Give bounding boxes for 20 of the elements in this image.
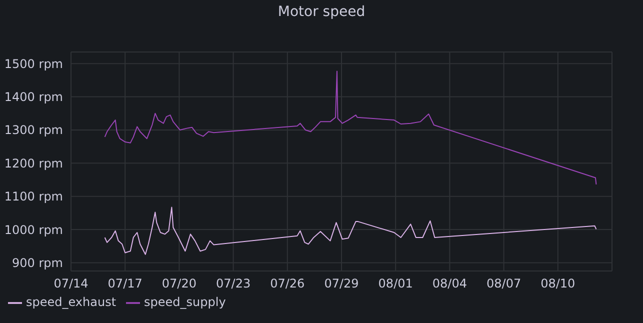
chart-title: Motor speed bbox=[276, 3, 366, 22]
y-tick-label: 1400 rpm bbox=[4, 90, 63, 104]
x-tick-label: 07/23 bbox=[216, 276, 251, 291]
x-tick-label: 08/01 bbox=[378, 276, 413, 291]
x-tick-label: 07/14 bbox=[54, 276, 88, 291]
y-tick-label: 1000 rpm bbox=[4, 222, 63, 237]
y-tick-label: 1500 rpm bbox=[4, 56, 63, 71]
y-tick-label: 1100 rpm bbox=[4, 190, 63, 204]
y-tick-label: 900 rpm bbox=[12, 256, 63, 270]
x-tick-label: 08/04 bbox=[432, 276, 467, 291]
x-tick-label: 08/10 bbox=[540, 276, 576, 291]
x-tick-label: 07/20 bbox=[162, 276, 196, 291]
x-tick-label: 08/07 bbox=[486, 276, 522, 291]
x-tick-label: 07/29 bbox=[324, 276, 359, 291]
x-tick-label: 07/26 bbox=[270, 276, 305, 291]
x-tick-label: 07/17 bbox=[108, 276, 142, 291]
legend-label: speed_exhaust bbox=[26, 295, 116, 309]
y-tick-label: 1300 rpm bbox=[4, 123, 63, 138]
legend-label: speed_supply bbox=[144, 295, 226, 309]
y-tick-label: 1200 rpm bbox=[4, 156, 63, 170]
